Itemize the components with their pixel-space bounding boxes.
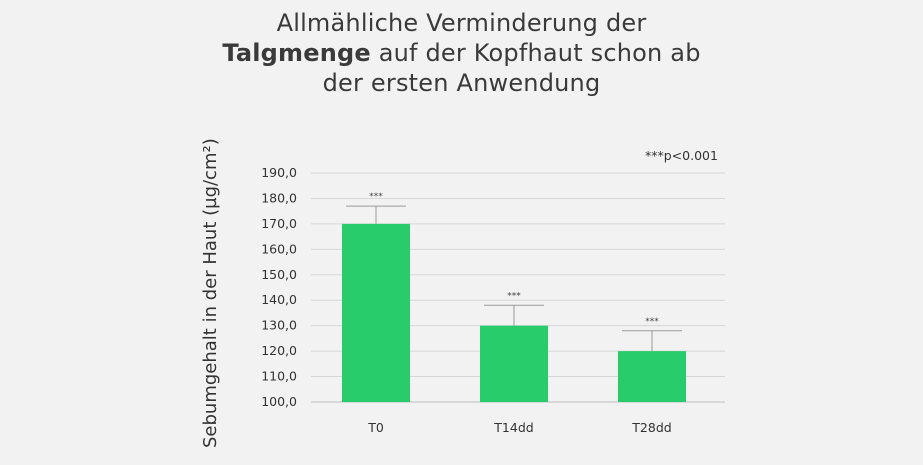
bar — [480, 325, 548, 402]
x-tick-labels: T0 T14dd T28dd — [367, 420, 672, 435]
y-tick-label: 150,0 — [261, 267, 297, 282]
title-line-2: Talgmenge auf der Kopfhaut schon ab — [0, 38, 923, 68]
y-tick-label: 140,0 — [261, 292, 297, 307]
title-bold-word: Talgmenge — [222, 39, 371, 67]
significance-stars: *** — [507, 291, 521, 301]
y-tick-label: 100,0 — [261, 394, 297, 409]
y-tick-label: 120,0 — [261, 343, 297, 358]
y-tick-label: 110,0 — [261, 369, 297, 384]
y-tick-label: 130,0 — [261, 318, 297, 333]
title-line-3: der ersten Anwendung — [322, 69, 601, 97]
bar — [618, 351, 686, 402]
y-tick-label: 190,0 — [261, 165, 297, 180]
significance-note: ***p<0.001 — [645, 148, 718, 163]
y-tick-labels: 190,0 180,0 170,0 160,0 150,0 140,0 130,0 120,0… — [261, 165, 297, 409]
significance-stars: *** — [645, 317, 659, 327]
x-tick-label: T0 — [367, 420, 384, 435]
bars: *** *** *** — [342, 192, 686, 402]
title-line-2-rest: auf der Kopfhaut schon ab — [370, 39, 701, 67]
y-tick-label: 160,0 — [261, 241, 297, 256]
y-tick-label: 170,0 — [261, 216, 297, 231]
chart-title: Allmähliche Verminderung der Talgmenge a… — [0, 8, 923, 98]
y-tick-label: 180,0 — [261, 190, 297, 205]
x-tick-label: T28dd — [631, 420, 671, 435]
title-line-1: Allmähliche Verminderung der — [276, 9, 647, 37]
bar — [342, 223, 410, 402]
x-tick-label: T14dd — [493, 420, 533, 435]
significance-stars: *** — [369, 192, 383, 202]
